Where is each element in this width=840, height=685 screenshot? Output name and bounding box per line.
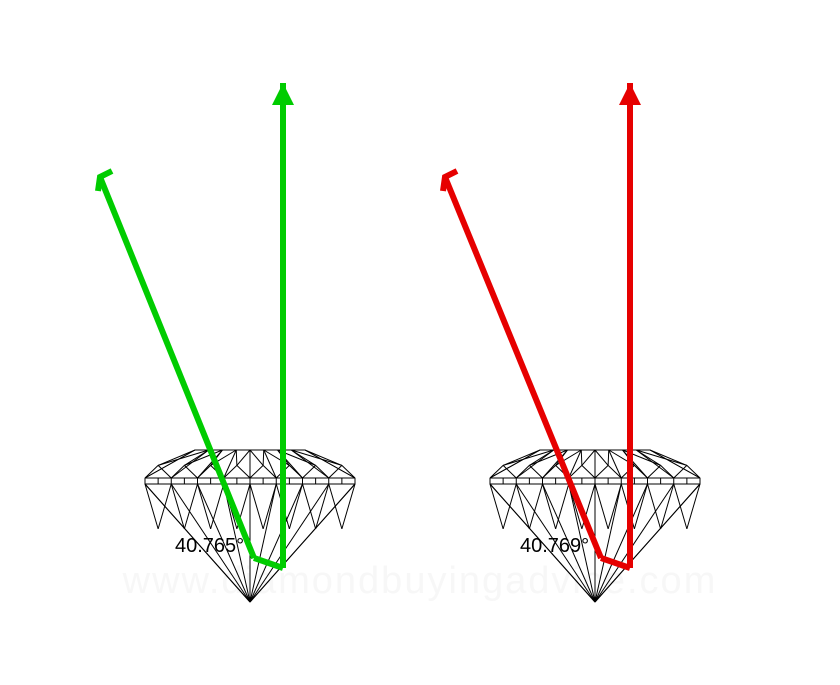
diagram-canvas: www.diamondbuyingadvice.com 40.765° 40.7… [0,0,840,685]
angle-label-right: 40.769° [520,535,589,558]
angle-label-left: 40.765° [175,535,244,558]
diagram-svg [0,0,840,685]
